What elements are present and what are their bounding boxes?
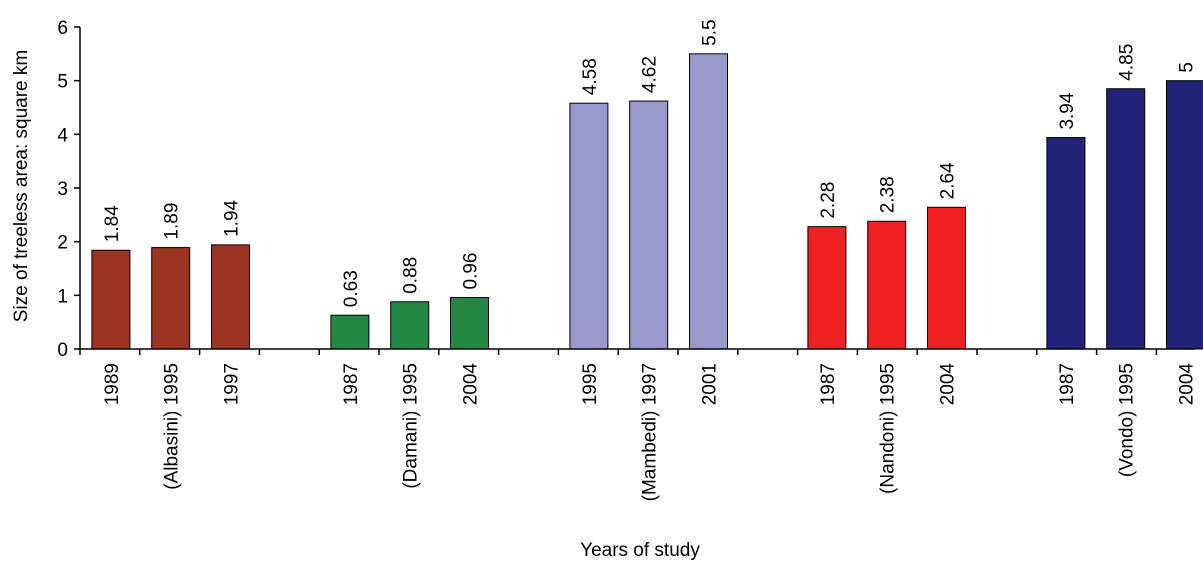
data-label: 2.64 xyxy=(938,162,959,199)
x-category-label: 1987 xyxy=(341,363,362,405)
bar xyxy=(1046,137,1086,350)
data-label: 1.94 xyxy=(222,199,243,236)
data-label: 0.88 xyxy=(401,257,422,294)
y-tick-label: 6 xyxy=(57,18,68,39)
x-category-label: 2001 xyxy=(700,363,721,405)
x-category-label: 2004 xyxy=(938,363,959,406)
data-label: 4.62 xyxy=(640,56,661,93)
x-category-label: 1987 xyxy=(818,363,839,405)
x-category-label: (Nandoni) 1995 xyxy=(878,363,899,494)
x-category-label: (Albasini) 1995 xyxy=(162,363,183,490)
x-category-label: (Mambedi) 1997 xyxy=(640,363,661,501)
data-label: 5 xyxy=(1177,62,1198,73)
bar xyxy=(151,247,191,350)
bars-layer xyxy=(91,53,1203,350)
data-label: 2.38 xyxy=(878,176,899,213)
y-tick-label: 5 xyxy=(57,72,68,93)
data-label: 1.89 xyxy=(162,203,183,240)
data-label: 5.5 xyxy=(700,19,721,45)
data-label: 4.85 xyxy=(1117,44,1138,81)
x-category-label: 2004 xyxy=(461,363,482,406)
x-category-label: (Damani) 1995 xyxy=(401,363,422,489)
y-tick-label: 4 xyxy=(57,125,68,146)
x-category-label: 1989 xyxy=(102,363,123,405)
data-label: 0.63 xyxy=(341,270,362,307)
bar xyxy=(569,102,609,350)
data-label: 3.94 xyxy=(1057,92,1078,129)
x-category-label: 1987 xyxy=(1057,363,1078,405)
bar xyxy=(211,244,250,350)
bar xyxy=(390,301,430,350)
x-axis-title: Years of study xyxy=(580,540,700,561)
axes-layer: 0 1 2 3 4 5 6 xyxy=(57,18,1195,361)
bar xyxy=(629,100,669,350)
y-tick-label: 3 xyxy=(57,179,68,200)
data-label: 1.84 xyxy=(102,205,123,242)
bar xyxy=(689,53,728,350)
data-label: 4.58 xyxy=(580,58,601,95)
category-labels-layer: 1989 (Albasini) 1995 1997 1987 (Damani) 1995… xyxy=(102,363,1198,502)
y-axis-title: Size of treeless area: square km xyxy=(11,50,32,322)
bar xyxy=(450,296,489,350)
x-category-label: (Vondo) 1995 xyxy=(1117,363,1138,477)
x-category-label: 2004 xyxy=(1177,363,1198,406)
bar xyxy=(927,206,966,350)
data-labels-layer: 1.84 1.89 1.94 0.63 0.88 0.96 4.58 4.62 5.5 2.28 2… xyxy=(102,19,1198,307)
bar xyxy=(1106,88,1146,350)
y-tick-label: 0 xyxy=(57,340,68,361)
y-tick-label: 1 xyxy=(57,286,68,307)
y-tick-label: 2 xyxy=(57,233,68,254)
x-category-label: 1995 xyxy=(580,363,601,405)
bar xyxy=(867,220,907,350)
bar xyxy=(91,249,131,350)
data-label: 0.96 xyxy=(461,252,482,289)
bar xyxy=(1166,80,1203,350)
x-category-label: 1997 xyxy=(222,363,243,405)
bar xyxy=(330,314,370,350)
bar xyxy=(807,226,847,350)
data-label: 2.28 xyxy=(818,182,839,219)
